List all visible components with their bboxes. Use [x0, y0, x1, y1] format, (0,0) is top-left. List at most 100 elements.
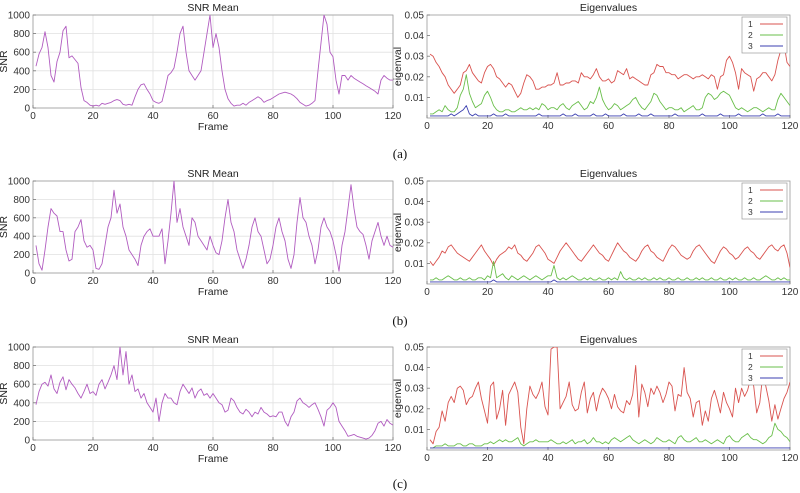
x-tick-label: 0 [30, 111, 36, 122]
x-tick-label: 20 [87, 443, 99, 454]
x-tick-label: 80 [267, 443, 279, 454]
legend: 123 [741, 16, 788, 54]
y-tick-label: 200 [13, 417, 30, 428]
x-tick-label: 0 [424, 287, 430, 298]
y-tick-label: 0.01 [405, 259, 425, 270]
x-tick-label: 20 [482, 287, 494, 298]
y-tick-label: 0.03 [405, 218, 425, 229]
chart-title: SNR Mean [187, 2, 239, 14]
series-line-1 [35, 347, 393, 440]
x-tick-label: 100 [721, 453, 738, 464]
legend-label-2: 2 [748, 196, 753, 206]
x-axis-label: Frame [198, 286, 228, 298]
y-tick-label: 0.04 [405, 363, 425, 374]
x-tick-label: 20 [87, 276, 99, 287]
x-tick-label: 120 [385, 111, 402, 122]
y-tick-label: 0.05 [405, 11, 425, 22]
y-tick-label: 0 [24, 104, 30, 115]
x-tick-label: 0 [424, 121, 430, 132]
x-tick-label: 0 [424, 453, 430, 464]
x-tick-label: 60 [603, 287, 615, 298]
chart-panel-a-snr-mean: 0 20 40 60 80 100 120 0 200 400 600 800 1000 SNR Mean… [0, 2, 402, 133]
x-tick-label: 120 [782, 287, 799, 298]
chart-title: Eigenvalues [580, 168, 637, 180]
series-line-1 [429, 347, 790, 445]
x-tick-label: 80 [663, 121, 675, 132]
y-tick-label: 0.01 [405, 93, 425, 104]
x-tick-label: 40 [147, 276, 159, 287]
x-tick-label: 20 [87, 111, 99, 122]
y-tick-label: 0.03 [405, 52, 425, 63]
legend-label-2: 2 [748, 30, 753, 40]
x-axis-label: Frame [198, 453, 228, 465]
chart-panel-c-snr-mean: 0 20 40 60 80 100 120 0 200 400 600 800 1000 SNR Mean… [0, 334, 402, 465]
x-tick-label: 60 [603, 121, 615, 132]
chart-panel-a-eigenvalues: 0 20 40 60 80 100 120 0.01 0.02 0.03 0.04 0.05 Eigen… [392, 2, 799, 132]
series-line-1 [35, 15, 393, 107]
series-line-1 [429, 242, 790, 268]
caption-a: (a) [392, 146, 408, 161]
y-tick-label: 200 [13, 85, 30, 96]
x-tick-label: 60 [207, 111, 219, 122]
y-axis-label: eigenval [392, 213, 404, 252]
chart-panel-c-eigenvalues: 0 20 40 60 80 100 120 0.01 0.02 0.03 0.04 0.05 Eigen… [392, 334, 799, 464]
x-tick-label: 120 [782, 121, 799, 132]
x-tick-label: 80 [663, 287, 675, 298]
y-tick-label: 0.05 [405, 343, 425, 354]
y-axis-label: SNR [0, 215, 10, 238]
x-tick-label: 100 [325, 443, 342, 454]
x-tick-label: 20 [482, 121, 494, 132]
chart-title: Eigenvalues [580, 334, 637, 346]
legend-label-1: 1 [748, 19, 753, 29]
y-tick-label: 0.01 [405, 425, 425, 436]
legend: 123 [741, 182, 788, 220]
legend-label-3: 3 [748, 373, 753, 383]
series-line-2 [430, 260, 790, 281]
x-tick-label: 80 [267, 111, 279, 122]
plot-area [427, 181, 790, 284]
chart-title: SNR Mean [187, 168, 239, 180]
y-tick-label: 600 [13, 213, 30, 224]
chart-title: Eigenvalues [580, 2, 637, 14]
x-tick-label: 80 [267, 276, 279, 287]
legend: 123 [741, 348, 788, 386]
x-tick-label: 100 [325, 111, 342, 122]
y-tick-label: 600 [13, 380, 30, 391]
x-tick-label: 40 [147, 443, 159, 454]
y-tick-label: 400 [13, 232, 30, 243]
y-tick-label: 800 [13, 195, 30, 206]
y-axis-label: eigenval [392, 379, 404, 418]
series-line-3 [430, 105, 790, 117]
y-tick-label: 400 [13, 398, 30, 409]
y-tick-label: 400 [13, 66, 30, 77]
y-axis-label: SNR [0, 50, 10, 73]
y-tick-label: 0 [24, 269, 30, 280]
legend-label-2: 2 [748, 362, 753, 372]
legend-label-3: 3 [748, 41, 753, 51]
y-tick-label: 800 [13, 29, 30, 40]
series-line-1 [35, 181, 393, 272]
x-tick-label: 20 [482, 453, 494, 464]
y-tick-label: 0.05 [405, 177, 425, 188]
y-tick-label: 1000 [8, 177, 31, 188]
x-tick-label: 40 [542, 453, 554, 464]
y-tick-label: 1000 [8, 343, 31, 354]
x-tick-label: 100 [721, 287, 738, 298]
x-tick-label: 0 [30, 443, 36, 454]
x-tick-label: 40 [147, 111, 159, 122]
x-tick-label: 80 [663, 453, 675, 464]
x-tick-label: 100 [325, 276, 342, 287]
series-line-1 [429, 43, 790, 98]
y-tick-label: 0.02 [405, 238, 425, 249]
caption-b: (b) [392, 313, 408, 328]
series-line-2 [430, 422, 790, 449]
x-tick-label: 120 [782, 453, 799, 464]
y-tick-label: 0.02 [405, 72, 425, 83]
legend-label-1: 1 [748, 351, 753, 361]
x-tick-label: 60 [207, 276, 219, 287]
x-tick-label: 40 [542, 287, 554, 298]
x-tick-label: 100 [721, 121, 738, 132]
legend-label-1: 1 [748, 185, 753, 195]
